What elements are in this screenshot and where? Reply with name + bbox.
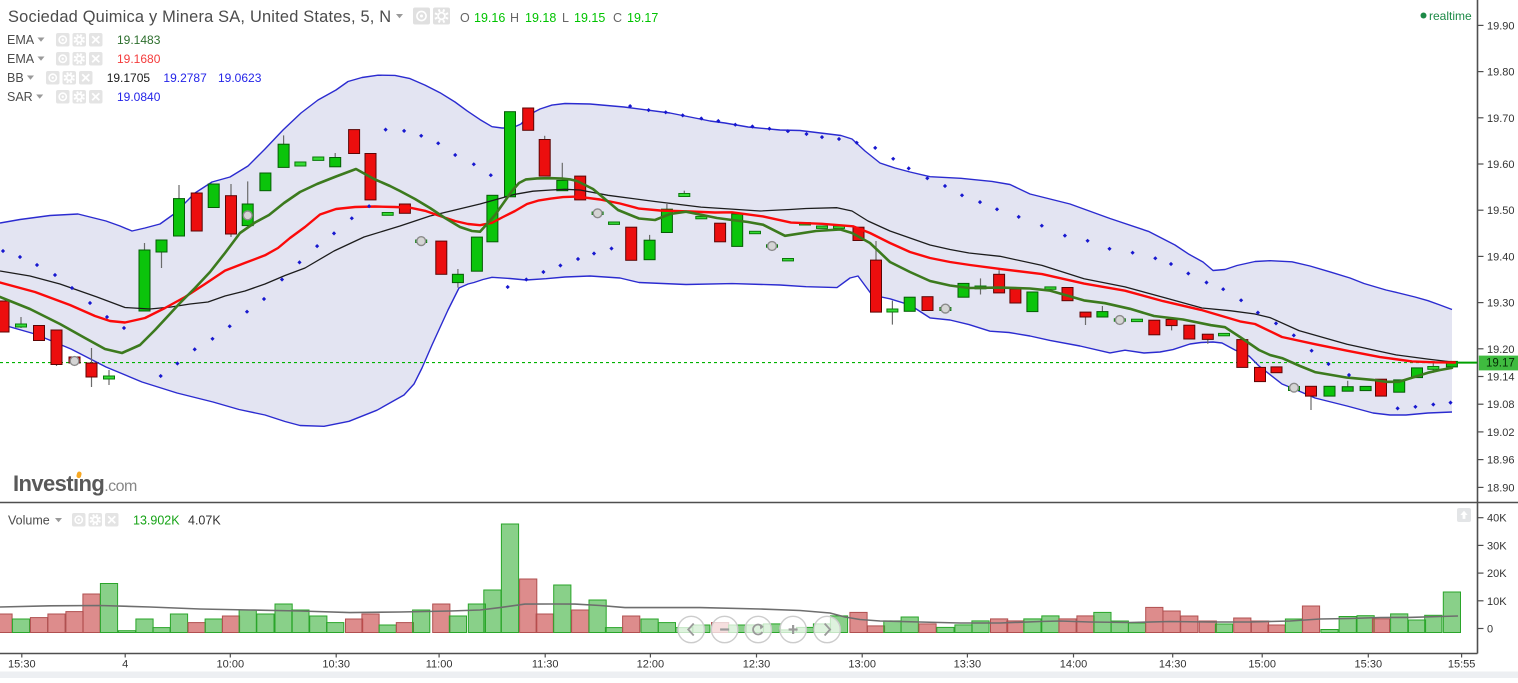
svg-text:10:30: 10:30 [322,659,350,671]
svg-text:19.30: 19.30 [1487,298,1515,310]
svg-text:L: L [562,11,569,25]
svg-text:realtime: realtime [1429,9,1472,23]
svg-text:Volume: Volume [8,514,50,528]
svg-text:19.0840: 19.0840 [117,90,161,104]
svg-text:12:30: 12:30 [743,659,771,671]
svg-text:20K: 20K [1487,568,1507,580]
svg-text:SAR: SAR [7,90,33,104]
svg-text:19.18: 19.18 [525,11,556,25]
svg-text:O: O [460,11,470,25]
svg-text:19.1705: 19.1705 [107,71,151,85]
svg-text:13.902K: 13.902K [133,514,180,528]
svg-text:13:30: 13:30 [954,659,982,671]
svg-text:EMA: EMA [7,52,35,66]
svg-text:11:30: 11:30 [532,659,559,671]
svg-text:EMA: EMA [7,33,35,47]
svg-text:19.80: 19.80 [1487,67,1515,79]
svg-text:19.40: 19.40 [1487,251,1515,263]
svg-text:BB: BB [7,71,24,85]
svg-text:19.60: 19.60 [1487,159,1515,171]
svg-text:11:00: 11:00 [426,659,453,671]
svg-text:H: H [510,11,519,25]
svg-text:19.20: 19.20 [1487,344,1515,356]
svg-text:18.90: 18.90 [1487,482,1515,494]
svg-text:19.0623: 19.0623 [218,71,262,85]
svg-text:19.15: 19.15 [574,11,605,25]
svg-text:Investıng.com: Investıng.com [13,471,137,496]
svg-text:C: C [613,11,622,25]
svg-text:40K: 40K [1487,513,1507,525]
svg-text:19.1483: 19.1483 [117,33,161,47]
svg-text:15:00: 15:00 [1248,659,1276,671]
svg-text:19.70: 19.70 [1487,113,1515,125]
svg-text:18.96: 18.96 [1487,455,1515,467]
svg-text:19.17: 19.17 [627,11,658,25]
svg-text:10:00: 10:00 [217,659,245,671]
svg-text:0: 0 [1487,624,1493,636]
svg-text:30K: 30K [1487,540,1507,552]
svg-text:15:55: 15:55 [1448,659,1476,671]
svg-text:4: 4 [122,659,128,671]
svg-text:19.17: 19.17 [1486,358,1515,370]
svg-text:19.16: 19.16 [474,11,505,25]
svg-text:19.50: 19.50 [1487,205,1515,217]
svg-text:14:00: 14:00 [1060,659,1088,671]
svg-text:15:30: 15:30 [1355,659,1383,671]
svg-text:19.2787: 19.2787 [163,71,207,85]
svg-text:19.1680: 19.1680 [117,52,161,66]
svg-text:13:00: 13:00 [848,659,876,671]
svg-text:15:30: 15:30 [8,659,36,671]
svg-text:19.90: 19.90 [1487,20,1515,32]
svg-text:19.08: 19.08 [1487,399,1515,411]
svg-text:12:00: 12:00 [637,659,665,671]
svg-text:4.07K: 4.07K [188,514,221,528]
svg-text:14:30: 14:30 [1159,659,1187,671]
svg-text:19.02: 19.02 [1487,427,1515,439]
svg-text:Sociedad Quimica y Minera SA,: Sociedad Quimica y Minera SA, United Sta… [8,8,391,26]
svg-text:19.14: 19.14 [1487,372,1515,384]
svg-text:10K: 10K [1487,596,1507,608]
